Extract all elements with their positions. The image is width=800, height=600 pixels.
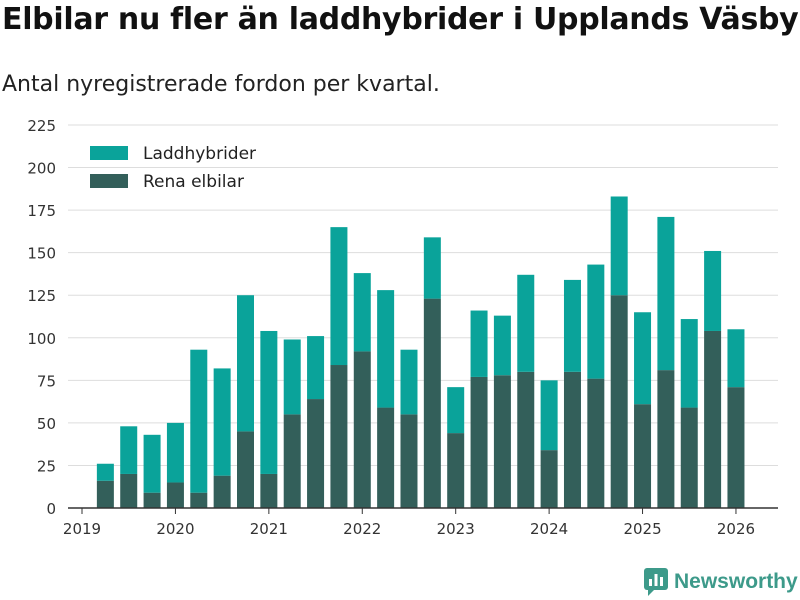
bar-rena-elbilar	[517, 371, 535, 508]
newsworthy-brand: Newsworthy	[644, 568, 798, 596]
bar-rena-elbilar	[96, 480, 114, 508]
bar-rena-elbilar	[400, 414, 418, 508]
bar-laddhybrider	[166, 422, 184, 483]
bar-laddhybrider	[96, 463, 114, 481]
bar-rena-elbilar	[307, 399, 325, 508]
chart-title: Elbilar nu fler än laddhybrider i Upplan…	[2, 2, 799, 37]
bar-rena-elbilar	[213, 475, 231, 508]
x-tick-label: 2020	[156, 520, 194, 538]
bar-laddhybrider	[657, 216, 675, 371]
y-tick-label: 25	[37, 457, 56, 475]
bar-rena-elbilar	[353, 351, 371, 508]
bar-laddhybrider	[260, 330, 278, 474]
bar-rena-elbilar	[166, 482, 184, 508]
y-tick-label: 200	[27, 160, 56, 178]
bar-laddhybrider	[563, 279, 581, 372]
x-tick-label: 2025	[623, 520, 661, 538]
bar-rena-elbilar	[470, 376, 488, 508]
bar-rena-elbilar	[237, 431, 254, 508]
bar-rena-elbilar	[330, 365, 348, 508]
y-tick-label: 225	[27, 117, 56, 135]
bar-laddhybrider	[704, 250, 722, 331]
y-tick-label: 175	[27, 202, 56, 220]
x-tick-label: 2021	[250, 520, 288, 538]
bar-laddhybrider	[587, 264, 605, 379]
bar-laddhybrider	[377, 290, 395, 408]
bar-laddhybrider	[423, 237, 441, 299]
bar-rena-elbilar	[493, 375, 511, 508]
bar-laddhybrider	[680, 319, 698, 408]
bar-rena-elbilar	[283, 414, 301, 508]
bar-laddhybrider	[634, 312, 652, 405]
bar-laddhybrider	[283, 339, 301, 415]
bar-rena-elbilar	[704, 330, 722, 508]
brand-name: Newsworthy	[674, 570, 798, 593]
bar-laddhybrider	[517, 274, 535, 372]
legend-swatch	[90, 146, 128, 160]
bar-rena-elbilar	[727, 387, 745, 508]
y-tick-label: 100	[27, 330, 56, 348]
bar-rena-elbilar	[587, 378, 605, 508]
bar-laddhybrider	[400, 349, 418, 415]
bar-laddhybrider	[143, 434, 161, 493]
legend-label: Laddhybrider	[143, 144, 256, 164]
bar-rena-elbilar	[190, 492, 208, 508]
y-tick-label: 0	[46, 500, 56, 518]
legend-swatch	[90, 174, 128, 188]
bar-rena-elbilar	[143, 492, 161, 508]
bar-rena-elbilar	[120, 473, 138, 508]
bar-laddhybrider	[493, 315, 511, 376]
bar-laddhybrider	[190, 349, 208, 493]
y-tick-label: 150	[27, 245, 56, 263]
bar-rena-elbilar	[610, 295, 628, 508]
bar-rena-elbilar	[447, 433, 465, 508]
bar-laddhybrider	[237, 295, 254, 432]
bar-laddhybrider	[540, 380, 558, 451]
bar-laddhybrider	[353, 273, 371, 352]
y-tick-label: 75	[37, 372, 56, 390]
y-tick-label: 50	[37, 415, 56, 433]
bar-rena-elbilar	[634, 404, 652, 508]
bar-laddhybrider	[307, 336, 325, 400]
x-tick-label: 2024	[530, 520, 568, 538]
y-tick-label: 125	[27, 287, 56, 305]
bar-rena-elbilar	[563, 371, 581, 508]
bar-laddhybrider	[447, 387, 465, 434]
x-tick-label: 2026	[717, 520, 755, 538]
bar-laddhybrider	[330, 227, 348, 366]
bar-laddhybrider	[727, 329, 745, 388]
bar-rena-elbilar	[657, 370, 675, 508]
bar-rena-elbilar	[260, 473, 278, 508]
bar-rena-elbilar	[377, 407, 395, 508]
bar-laddhybrider	[120, 426, 138, 474]
chart-subtitle: Antal nyregistrerade fordon per kvartal.	[2, 72, 440, 97]
bar-rena-elbilar	[540, 450, 558, 508]
x-tick-label: 2023	[437, 520, 475, 538]
x-tick-label: 2019	[63, 520, 101, 538]
bar-rena-elbilar	[423, 298, 441, 508]
bar-laddhybrider	[470, 310, 488, 377]
bar-laddhybrider	[213, 368, 231, 476]
bar-laddhybrider	[610, 196, 628, 296]
bar-rena-elbilar	[680, 407, 698, 508]
x-tick-label: 2022	[343, 520, 381, 538]
legend-label: Rena elbilar	[143, 172, 244, 192]
newsworthy-logo-icon	[644, 568, 668, 596]
